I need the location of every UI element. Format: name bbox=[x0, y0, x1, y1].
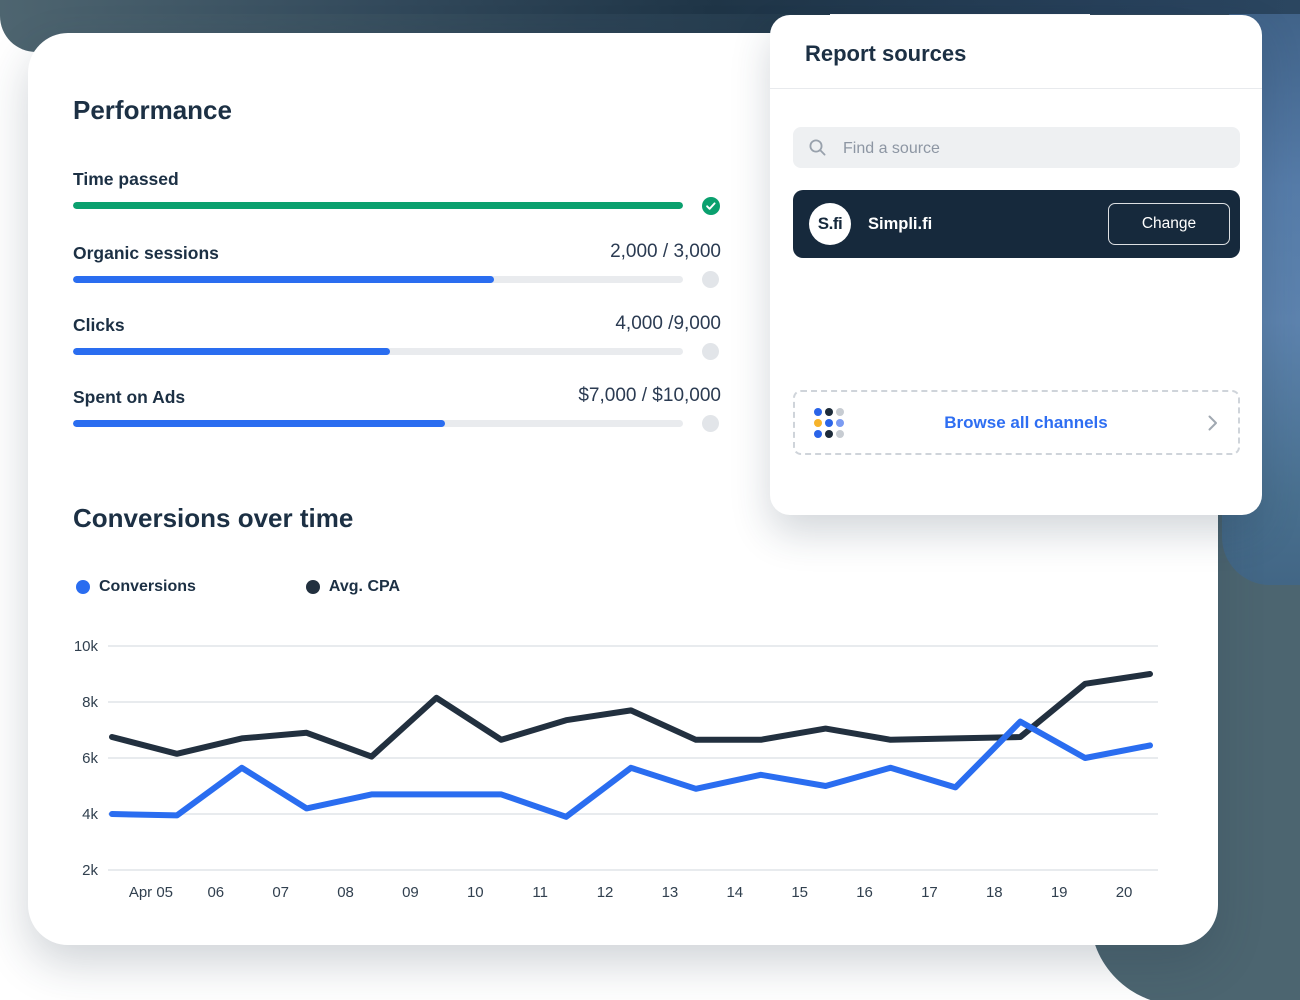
browse-channels-label: Browse all channels bbox=[944, 412, 1108, 432]
y-axis-label: 10k bbox=[74, 638, 99, 655]
report-sources-card: Report sources S.fi Simpli.fi Change Bro… bbox=[770, 15, 1262, 515]
series-line-avg-cpa bbox=[109, 671, 1153, 760]
progress-fill bbox=[73, 348, 391, 355]
chart-legend: Conversions Avg. CPA bbox=[76, 578, 400, 596]
search-icon bbox=[809, 139, 826, 156]
x-axis-label: 20 bbox=[1116, 884, 1133, 901]
x-axis-label: 12 bbox=[597, 884, 614, 901]
progress-fill bbox=[73, 276, 494, 283]
status-check-icon bbox=[702, 197, 720, 215]
change-source-button[interactable]: Change bbox=[1108, 203, 1230, 245]
legend-item-avg-cpa: Avg. CPA bbox=[305, 578, 401, 596]
channels-grid-icon bbox=[814, 407, 844, 438]
simplifi-logo: S.fi bbox=[809, 203, 851, 245]
x-axis-label: 11 bbox=[532, 884, 548, 901]
progress-fill bbox=[73, 420, 446, 427]
y-axis-label: 8k bbox=[82, 694, 98, 711]
progress-track bbox=[73, 202, 683, 209]
chevron-right-icon bbox=[1208, 415, 1218, 431]
series-line-conversions bbox=[109, 718, 1153, 820]
x-axis-label: 14 bbox=[726, 884, 743, 901]
search-input[interactable] bbox=[841, 127, 1225, 170]
source-search-field[interactable] bbox=[793, 127, 1240, 170]
legend-dot-conversions bbox=[76, 580, 90, 594]
x-axis-label: 10 bbox=[467, 884, 484, 901]
x-axis-label: 13 bbox=[662, 884, 679, 901]
performance-title: Performance bbox=[73, 95, 232, 125]
legend-item-conversions: Conversions bbox=[76, 578, 196, 596]
conversions-line-chart: 10k 8k 6k 4k 2k Apr 05 06 07 08 09 10 11 12 13 14 15 16 1… bbox=[74, 638, 1158, 901]
status-pending-dot bbox=[702, 415, 720, 433]
conversions-title: Conversions over time bbox=[73, 503, 354, 533]
legend-label: Conversions bbox=[99, 578, 196, 595]
progress-fill bbox=[73, 202, 683, 209]
legend-label: Avg. CPA bbox=[328, 578, 401, 595]
status-pending-dot bbox=[702, 343, 720, 361]
browse-all-channels-button[interactable]: Browse all channels bbox=[793, 390, 1240, 455]
backdrop-top-strip bbox=[0, 0, 1300, 14]
source-name: Simpli.fi bbox=[868, 215, 933, 233]
report-sources-title: Report sources bbox=[805, 41, 967, 66]
progress-track bbox=[73, 348, 683, 355]
x-axis-label: 08 bbox=[337, 884, 354, 901]
x-axis-label: 17 bbox=[921, 884, 938, 901]
selected-source-row[interactable]: S.fi Simpli.fi Change bbox=[793, 190, 1240, 258]
status-pending-dot bbox=[702, 271, 720, 289]
x-axis-label: 15 bbox=[791, 884, 808, 901]
y-axis-label: 2k bbox=[82, 862, 98, 879]
x-axis-label: 16 bbox=[856, 884, 873, 901]
progress-track bbox=[73, 420, 683, 427]
x-axis-label: 07 bbox=[272, 884, 289, 901]
progress-label: Time passed bbox=[73, 169, 179, 189]
progress-value: 4,000 /9,000 bbox=[615, 313, 721, 334]
x-axis-label: 18 bbox=[986, 884, 1003, 901]
y-axis-label: 6k bbox=[82, 750, 98, 767]
x-axis-label: 06 bbox=[207, 884, 224, 901]
y-axis-label: 4k bbox=[82, 806, 98, 823]
progress-label: Organic sessions bbox=[73, 243, 219, 263]
x-axis-label: 19 bbox=[1051, 884, 1068, 901]
x-axis-label: 09 bbox=[402, 884, 419, 901]
progress-value: 2,000 / 3,000 bbox=[610, 241, 721, 262]
divider bbox=[770, 88, 1262, 89]
legend-dot-avg-cpa bbox=[305, 580, 320, 594]
progress-label: Spent on Ads bbox=[73, 387, 186, 407]
progress-track bbox=[73, 276, 683, 283]
x-axis-label: Apr 05 bbox=[129, 884, 173, 901]
progress-label: Clicks bbox=[73, 315, 125, 335]
progress-value: $7,000 / $10,000 bbox=[578, 385, 721, 406]
